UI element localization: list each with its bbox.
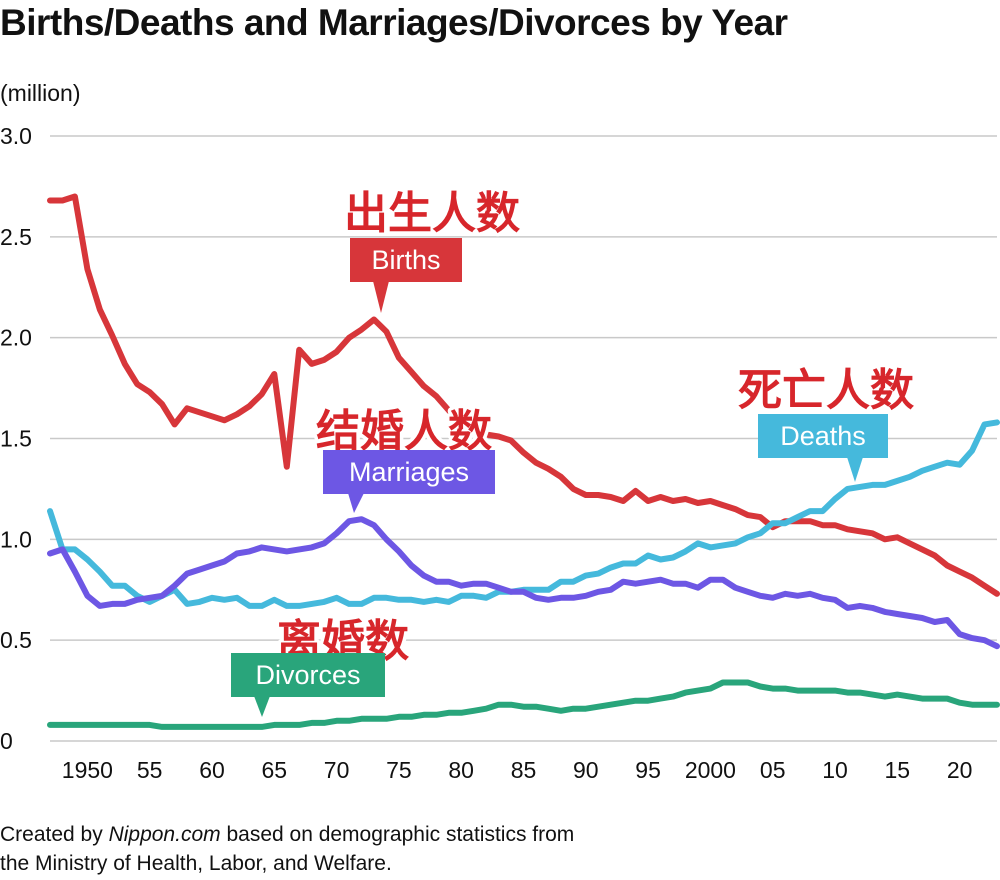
source-line-1: Created by Nippon.com based on demograph… bbox=[0, 820, 574, 849]
y-tick-label: 2.5 bbox=[0, 224, 32, 250]
x-tick-label: 80 bbox=[448, 757, 474, 783]
series-label-box-marriages bbox=[323, 450, 495, 494]
x-axis-ticks: 1950 55 60 65 70 75 80 85 90 95 2000 05 10 15 20 bbox=[62, 757, 973, 783]
series-label-jp-deaths: 死亡人数 bbox=[738, 365, 914, 416]
chart-title: Births/Deaths and Marriages/Divorces by … bbox=[0, 2, 788, 43]
x-tick-label: 1950 bbox=[62, 757, 113, 783]
series-label-pointer-marriages bbox=[348, 493, 364, 513]
series-label-box-deaths bbox=[758, 414, 888, 458]
x-tick-label: 10 bbox=[822, 757, 848, 783]
y-axis-unit-label: (million) bbox=[0, 80, 81, 106]
series-label-pointer-divorces bbox=[254, 696, 270, 717]
source-suffix: based on demographic statistics from bbox=[220, 823, 575, 846]
x-tick-label: 95 bbox=[635, 757, 661, 783]
series-labels: 出生人数Births结婚人数Marriages死亡人数Deaths离婚数Divo… bbox=[231, 185, 918, 717]
x-tick-label: 85 bbox=[511, 757, 537, 783]
x-tick-label: 15 bbox=[885, 757, 911, 783]
series-label-births: Births bbox=[371, 245, 440, 275]
series-label-marriages: Marriages bbox=[349, 457, 469, 487]
x-tick-label: 2000 bbox=[685, 757, 736, 783]
source-name: Nippon.com bbox=[108, 823, 221, 846]
source-note: Created by Nippon.com based on demograph… bbox=[0, 820, 574, 878]
series-line-marriages bbox=[47, 516, 1000, 650]
series-label-box-divorces bbox=[231, 653, 385, 697]
y-tick-label: 1.0 bbox=[0, 526, 32, 552]
x-tick-label: 65 bbox=[261, 757, 287, 783]
y-tick-label: 3.0 bbox=[0, 123, 32, 149]
data-series bbox=[47, 193, 1000, 730]
series-label-jp-births: 出生人数 bbox=[344, 188, 520, 239]
x-tick-label: 05 bbox=[760, 757, 786, 783]
y-tick-label: 2.0 bbox=[0, 325, 32, 351]
series-line-births bbox=[47, 193, 1000, 597]
x-tick-label: 60 bbox=[199, 757, 225, 783]
y-tick-label: 1.5 bbox=[0, 426, 32, 452]
x-tick-label: 90 bbox=[573, 757, 599, 783]
series-label-box-births bbox=[350, 238, 462, 282]
x-tick-label: 20 bbox=[947, 757, 973, 783]
series-label-jp-marriages: 结婚人数 bbox=[316, 406, 492, 457]
source-prefix: Created by bbox=[0, 823, 109, 846]
x-tick-label: 70 bbox=[324, 757, 350, 783]
x-tick-label: 75 bbox=[386, 757, 412, 783]
x-tick-label: 55 bbox=[137, 757, 163, 783]
source-line-2: the Ministry of Health, Labor, and Welfa… bbox=[0, 852, 392, 875]
y-tick-label: 0.5 bbox=[0, 627, 32, 653]
series-label-deaths: Deaths bbox=[780, 421, 866, 451]
y-tick-label: 0 bbox=[0, 728, 13, 754]
y-axis-ticks: 0 0.5 1.0 1.5 2.0 2.5 3.0 bbox=[0, 123, 32, 754]
series-label-pointer-births bbox=[373, 281, 389, 313]
series-label-pointer-deaths bbox=[847, 457, 863, 482]
series-line-divorces bbox=[47, 679, 1000, 730]
series-label-divorces: Divorces bbox=[255, 660, 360, 690]
